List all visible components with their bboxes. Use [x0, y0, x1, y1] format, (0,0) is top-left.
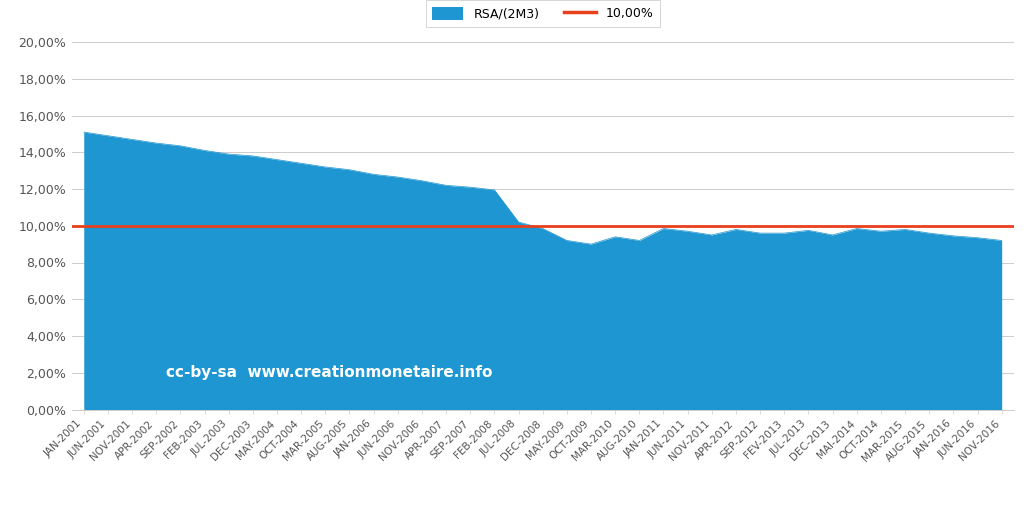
Text: cc-by-sa  www.creationmonetaire.info: cc-by-sa www.creationmonetaire.info	[166, 365, 493, 380]
Legend: RSA/(2M3), 10,00%: RSA/(2M3), 10,00%	[426, 1, 659, 27]
